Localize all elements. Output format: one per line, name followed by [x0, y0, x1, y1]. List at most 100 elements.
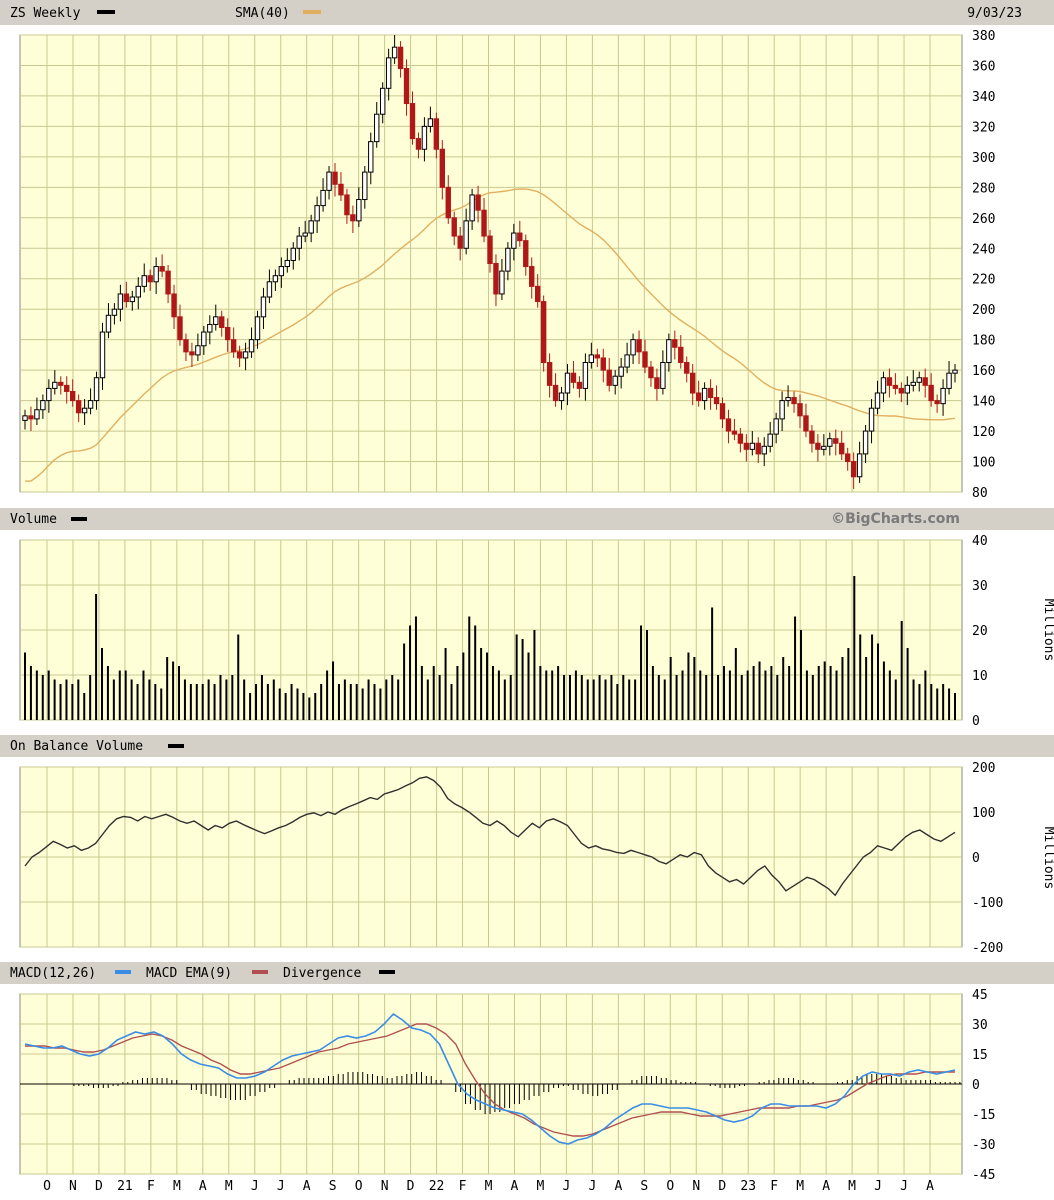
volume-bar: [24, 652, 26, 720]
candle: [624, 342, 630, 374]
candle-body: [892, 384, 899, 389]
volume-bar: [942, 684, 945, 720]
candle-body: [58, 381, 64, 386]
candle-body: [439, 148, 446, 188]
candle-body: [362, 171, 368, 201]
volume-bar: [172, 661, 175, 720]
candle-body: [213, 316, 219, 325]
x-month-label: O: [666, 1179, 674, 1194]
candle-body: [236, 351, 243, 359]
volume-bar: [634, 679, 637, 720]
volume-bar: [859, 634, 862, 720]
candle: [457, 226, 463, 261]
volume-bar: [284, 693, 287, 720]
candle: [582, 353, 589, 401]
candle: [755, 437, 761, 464]
macd-ema-label: MACD EMA(9): [146, 966, 232, 981]
candle: [946, 360, 952, 395]
candle: [821, 434, 827, 456]
candle: [177, 304, 183, 346]
candle-body: [946, 372, 952, 389]
macd-legend-swatch: [115, 970, 131, 974]
candle-body: [874, 392, 881, 409]
candle: [362, 166, 368, 209]
candle: [117, 284, 124, 322]
volume-bar: [645, 630, 648, 720]
candle: [34, 397, 40, 425]
candle: [499, 258, 505, 301]
candle: [224, 318, 231, 352]
candle-body: [344, 194, 350, 216]
candle-body: [69, 390, 76, 402]
candle: [934, 394, 940, 413]
macd-ytick-label: -30: [972, 1138, 995, 1153]
candle: [517, 220, 523, 247]
volume-bar: [521, 639, 524, 720]
x-axis: O N D 21 F M A M J J A S O N D 22 F M A M J J A S O N D 23 F M A M J J A: [43, 1179, 934, 1194]
candle-body: [695, 392, 702, 402]
bigcharts-watermark: ©BigCharts.com: [831, 511, 960, 527]
volume-bar: [77, 679, 80, 720]
x-month-label: M: [485, 1179, 493, 1194]
volume-bar: [740, 675, 743, 720]
price-ytick-label: 120: [972, 425, 995, 440]
volume-bar: [669, 657, 672, 720]
candle: [397, 41, 404, 78]
candle-body: [278, 266, 285, 277]
candle: [904, 376, 911, 406]
x-month-label: N: [692, 1179, 700, 1194]
volume-bar: [888, 670, 891, 720]
candle-body: [517, 232, 523, 242]
candle: [880, 371, 887, 403]
x-month-label: A: [614, 1179, 622, 1194]
volume-bar: [906, 648, 909, 720]
candle-body: [493, 263, 499, 295]
candle: [564, 364, 571, 406]
candle: [403, 59, 410, 116]
volume-legend-swatch: [71, 517, 87, 521]
candle-body: [856, 453, 863, 478]
candle: [64, 376, 70, 404]
candle-body: [379, 87, 386, 115]
volume-bar: [308, 697, 311, 720]
candle-body: [427, 118, 434, 127]
volume-bar: [355, 684, 358, 720]
candle: [731, 418, 738, 441]
volume-bar: [272, 679, 275, 720]
candle: [421, 117, 428, 162]
candle-body: [230, 339, 237, 353]
x-month-label: J: [277, 1179, 285, 1194]
candle: [546, 353, 553, 398]
candle: [612, 370, 618, 395]
volume-bar: [130, 679, 133, 720]
price-ytick-label: 300: [972, 151, 995, 166]
volume-bar: [835, 670, 838, 720]
volume-bar: [604, 679, 607, 720]
candle-body: [862, 430, 869, 455]
divergence-legend-swatch: [379, 970, 395, 974]
x-month-label: O: [355, 1179, 363, 1194]
candle: [898, 382, 905, 403]
candle-body: [111, 308, 118, 316]
candle: [415, 132, 422, 159]
candle: [159, 254, 165, 278]
x-month-label: M: [537, 1179, 545, 1194]
volume-bar: [811, 675, 814, 720]
price-ytick-label: 280: [972, 181, 995, 196]
candle: [803, 403, 809, 438]
candle: [910, 370, 916, 392]
volume-bar: [243, 679, 246, 720]
x-month-label: A: [303, 1179, 311, 1194]
candle: [272, 269, 279, 291]
volume-bar: [266, 684, 269, 720]
volume-bar: [166, 657, 169, 720]
obv-header-bar: [0, 735, 1054, 757]
candle: [93, 371, 100, 410]
candle: [302, 220, 308, 243]
candle: [892, 373, 899, 395]
candle-body: [839, 442, 845, 455]
macd-ytick-label: 15: [972, 1048, 988, 1063]
volume-bar: [456, 666, 459, 720]
candle: [844, 447, 851, 471]
candle-body: [648, 366, 654, 379]
